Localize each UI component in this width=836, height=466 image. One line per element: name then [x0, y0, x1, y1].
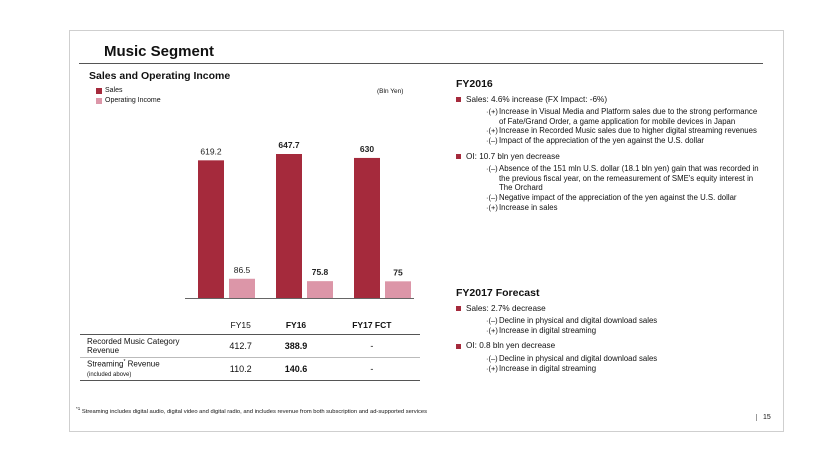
chart-legend: Sales Operating Income	[96, 86, 161, 106]
cell-streaming-fy17: -	[323, 357, 420, 381]
list-item: ·(+) Increase in digital streaming	[486, 364, 764, 374]
legend-swatch-sales	[96, 88, 102, 94]
footnote-text: Streaming includes digital audio, digita…	[81, 408, 428, 415]
cell-streaming-fy16: 140.6	[268, 357, 324, 381]
table-row: Recorded Music Category Revenue 412.7 38…	[80, 334, 420, 358]
data-label-sales-fy17-fct: 630	[360, 144, 374, 154]
fy2016-oi-bullet: OI: 10.7 bln yen decrease	[456, 152, 764, 162]
fy2016-sales-details: ·(+) Increase in Visual Media and Platfo…	[456, 107, 764, 145]
item-mark: ·(+)	[486, 107, 498, 117]
streaming-note: (included above)	[87, 371, 132, 378]
item-text: Absence of the 151 mln U.S. dollar (18.1…	[499, 164, 759, 193]
bar-operating-income-fy17-fct	[385, 281, 411, 298]
footnote: *1 Streaming includes digital audio, dig…	[76, 406, 427, 415]
list-item: ·(–) Impact of the appreciation of the y…	[486, 136, 764, 146]
data-label-sales-fy16: 647.7	[278, 140, 300, 150]
table-header-fy15: FY15	[213, 316, 269, 335]
row-label-streaming: Streaming* Revenue (included above)	[80, 357, 213, 381]
bar-sales-fy16	[276, 154, 302, 298]
fy2017-sales-text: Sales: 2.7% decrease	[466, 303, 546, 313]
bullet-square-icon	[456, 96, 461, 102]
bar-operating-income-fy15	[229, 278, 255, 298]
chart-subtitle: Sales and Operating Income	[89, 70, 231, 82]
item-mark: ·(+)	[486, 202, 498, 212]
list-item: ·(–) Decline in physical and digital dow…	[486, 354, 764, 364]
item-mark: ·(+)	[486, 126, 498, 136]
fy2016-oi-details: ·(–) Absence of the 151 mln U.S. dollar …	[456, 164, 764, 212]
item-mark: ·(+)	[486, 325, 498, 335]
data-label-operating-income-fy15: 86.5	[234, 265, 251, 275]
item-text: Increase in Visual Media and Platform sa…	[499, 107, 758, 126]
data-label-operating-income-fy16: 75.8	[312, 267, 329, 277]
footnote-mark: *1	[76, 406, 81, 411]
item-text: Increase in Recorded Music sales due to …	[499, 126, 757, 136]
bar-chart: 619.2 86.5 647.7 75.8 630 75	[185, 140, 414, 299]
item-text: Decline in physical and digital download…	[499, 316, 658, 326]
fy2016-heading: FY2016	[456, 78, 493, 90]
row-label-recorded-music: Recorded Music Category Revenue	[80, 334, 213, 358]
legend-item-sales: Sales	[96, 86, 161, 96]
title-divider	[79, 63, 763, 64]
fy2017-sales-bullet: Sales: 2.7% decrease	[456, 304, 764, 314]
fy2017-sales-details: ·(–) Decline in physical and digital dow…	[456, 316, 764, 335]
cell-recorded-fy16: 388.9	[268, 334, 324, 358]
item-text: Increase in sales	[499, 202, 558, 212]
item-mark: ·(–)	[486, 353, 498, 363]
cell-recorded-fy15: 412.7	[213, 334, 269, 358]
item-mark: ·(–)	[486, 164, 498, 174]
fy2017-heading: FY2017 Forecast	[456, 287, 540, 299]
table-header-fy16: FY16	[268, 316, 324, 335]
item-text: Decline in physical and digital download…	[499, 353, 658, 363]
page-title: Music Segment	[104, 43, 215, 60]
bar-sales-fy15	[198, 160, 224, 298]
page-number: 15	[756, 414, 771, 421]
table-header-row: FY15 FY16 FY17 FCT	[80, 316, 420, 335]
bar-sales-fy17-fct	[354, 157, 380, 298]
chart-unit: (Bln Yen)	[377, 88, 404, 95]
revenue-table: FY15 FY16 FY17 FCT Recorded Music Catego…	[80, 316, 420, 381]
data-label-operating-income-fy17-fct: 75	[393, 267, 403, 277]
bullet-square-icon	[456, 305, 461, 311]
item-mark: ·(–)	[486, 316, 498, 326]
cell-recorded-fy17: -	[323, 334, 420, 358]
streaming-label: Streaming	[87, 359, 124, 369]
bullet-square-icon	[456, 343, 461, 349]
item-mark: ·(+)	[486, 363, 498, 373]
item-text: Increase in digital streaming	[499, 363, 597, 373]
cell-streaming-fy15: 110.2	[213, 357, 269, 381]
item-mark: ·(–)	[486, 135, 498, 145]
item-text: Negative impact of the appreciation of t…	[499, 192, 737, 202]
list-item: ·(+) Increase in Recorded Music sales du…	[486, 126, 764, 136]
fy2016-oi-text: OI: 10.7 bln yen decrease	[466, 151, 560, 161]
fy2017-oi-bullet: OI: 0.8 bln yen decrease	[456, 341, 764, 351]
fy2017-section: FY2017 Forecast Sales: 2.7% decrease ·(–…	[456, 287, 764, 373]
legend-label-operating-income: Operating Income	[105, 97, 161, 104]
item-mark: ·(–)	[486, 192, 498, 202]
list-item: ·(–) Decline in physical and digital dow…	[486, 316, 764, 326]
streaming-footnote-mark: *	[123, 359, 126, 366]
bar-operating-income-fy16	[307, 281, 333, 298]
legend-item-operating-income: Operating Income	[96, 96, 161, 106]
table-header-fy17: FY17 FCT	[323, 316, 420, 335]
item-text: Impact of the appreciation of the yen ag…	[499, 135, 705, 145]
fy2017-oi-details: ·(–) Decline in physical and digital dow…	[456, 354, 764, 373]
list-item: ·(–) Absence of the 151 mln U.S. dollar …	[486, 164, 764, 193]
item-text: Increase in digital streaming	[499, 325, 597, 335]
table-header-blank	[80, 316, 213, 335]
bullet-square-icon	[456, 153, 461, 159]
fy2016-section: FY2016 Sales: 4.6% increase (FX Impact: …	[456, 78, 764, 212]
list-item: ·(+) Increase in Visual Media and Platfo…	[486, 107, 764, 126]
table-row: Streaming* Revenue (included above) 110.…	[80, 357, 420, 381]
data-label-sales-fy15: 619.2	[200, 146, 222, 156]
list-item: ·(+) Increase in sales	[486, 203, 764, 213]
legend-swatch-operating-income	[96, 98, 102, 104]
streaming-label-tail: Revenue	[125, 359, 160, 369]
list-item: ·(+) Increase in digital streaming	[486, 326, 764, 336]
fy2016-sales-bullet: Sales: 4.6% increase (FX Impact: -6%)	[456, 95, 764, 105]
list-item: ·(–) Negative impact of the appreciation…	[486, 193, 764, 203]
fy2017-oi-text: OI: 0.8 bln yen decrease	[466, 341, 556, 351]
fy2016-sales-text: Sales: 4.6% increase (FX Impact: -6%)	[466, 94, 608, 104]
legend-label-sales: Sales	[105, 87, 123, 94]
